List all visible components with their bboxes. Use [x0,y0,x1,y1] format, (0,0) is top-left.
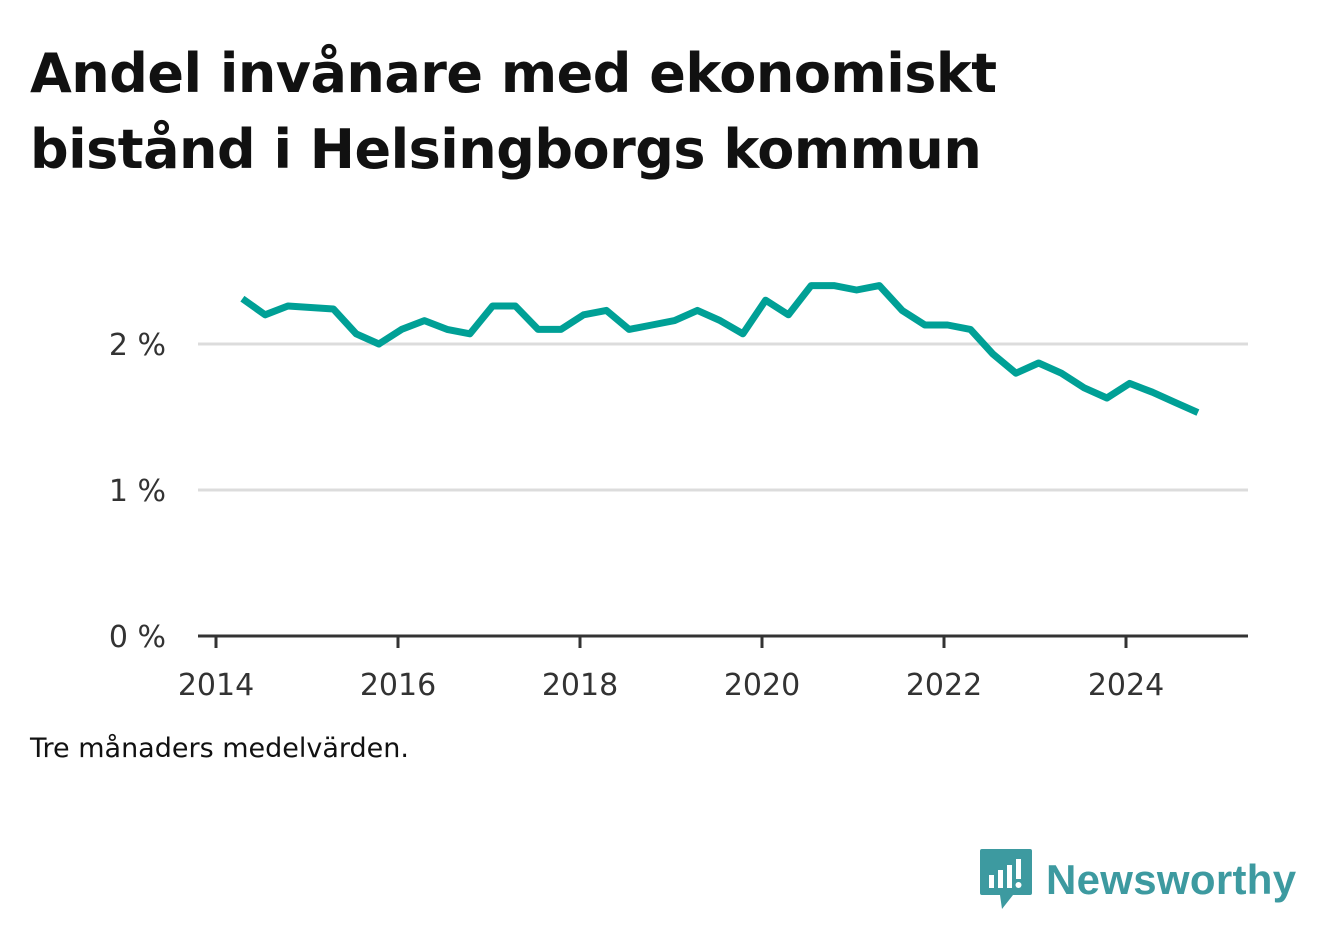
x-tick-label: 2018 [542,668,618,703]
brand-name: Newsworthy [1046,856,1297,903]
x-tick-label: 2024 [1088,668,1164,703]
series-layer [240,282,1200,416]
x-tick-label: 2022 [906,668,982,703]
series-line-0 [240,282,1200,416]
chart-note: Tre månaders medelvärden. [30,733,409,764]
y-tick-label: 2 % [109,328,166,363]
y-tick-label: 0 % [109,620,166,655]
newsworthy-logo-icon [980,849,1032,909]
brand-logo[interactable]: Newsworthy [980,848,1296,912]
x-axis: 2014 2016 2018 2020 2022 2024 [178,634,1248,703]
chart-title: Andel invånare med ekonomiskt bistånd i … [30,42,997,181]
x-tick-label: 2020 [724,668,800,703]
x-tick-label: 2016 [360,668,436,703]
y-tick-label: 1 % [109,474,166,509]
x-tick-label: 2014 [178,668,254,703]
y-axis-labels: 0 % 1 % 2 % [109,328,166,655]
grid-lines [198,342,1248,492]
